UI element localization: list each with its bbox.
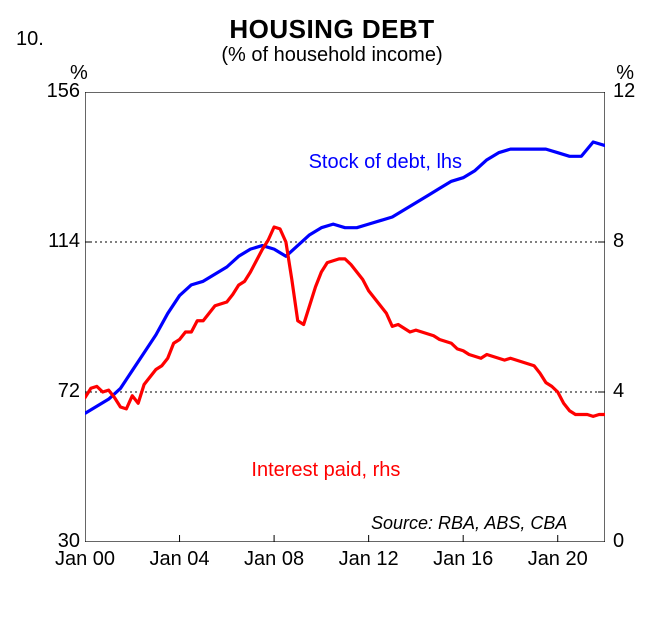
x-tick-label: Jan 16 xyxy=(423,548,503,571)
y-right-tick-label: 0 xyxy=(613,530,663,553)
y-right-tick-label: 12 xyxy=(613,80,663,103)
series-label: Interest paid, rhs xyxy=(251,459,400,482)
chart-title: HOUSING DEBT xyxy=(0,14,664,45)
chart-container: { "figure_number": "10.", "title": "HOUS… xyxy=(0,0,664,619)
x-tick-label: Jan 00 xyxy=(45,548,125,571)
y-left-tick-label: 156 xyxy=(30,80,80,103)
x-tick-label: Jan 20 xyxy=(518,548,598,571)
chart-subtitle: (% of household income) xyxy=(0,44,664,67)
y-left-tick-label: 114 xyxy=(30,230,80,253)
y-right-tick-label: 8 xyxy=(613,230,663,253)
source-text: Source: RBA, ABS, CBA xyxy=(371,513,567,534)
series-label: Stock of debt, lhs xyxy=(309,151,462,174)
x-tick-label: Jan 08 xyxy=(234,548,314,571)
x-tick-label: Jan 12 xyxy=(329,548,409,571)
y-left-tick-label: 72 xyxy=(30,380,80,403)
y-right-tick-label: 4 xyxy=(613,380,663,403)
x-tick-label: Jan 04 xyxy=(140,548,220,571)
